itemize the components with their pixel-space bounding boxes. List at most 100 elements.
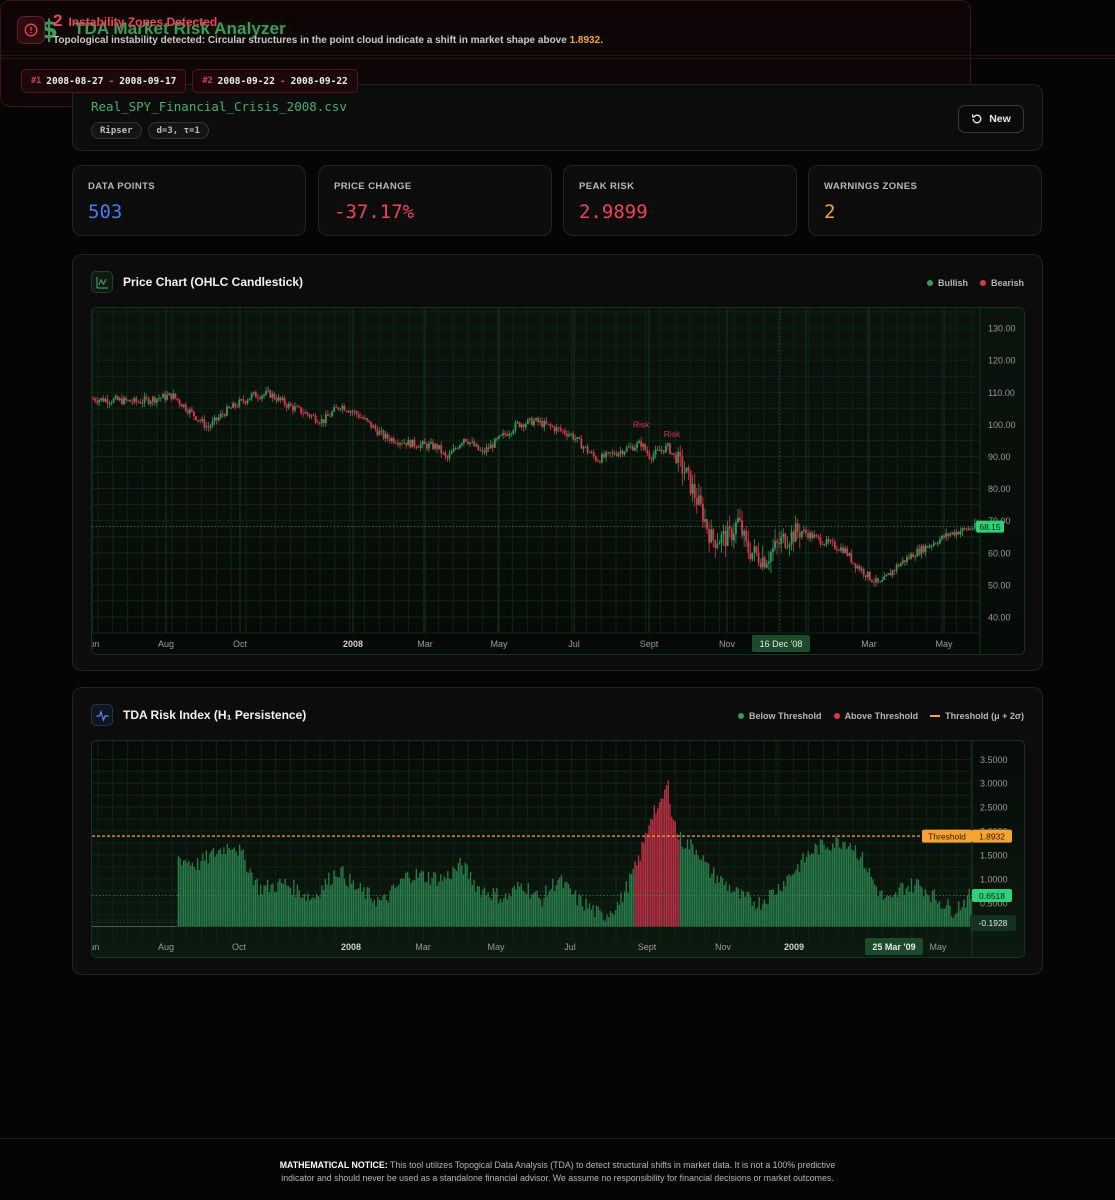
zone-chip[interactable]: #2 2008-09-22 - 2008-09-22 <box>192 69 358 93</box>
candle-body <box>838 550 840 551</box>
threshold-tag <box>922 829 972 843</box>
candle-body <box>557 427 560 429</box>
candle-body <box>613 452 616 455</box>
candle-body <box>887 573 890 575</box>
candle-body <box>893 570 896 572</box>
x-axis-tick-label: Sept <box>640 639 659 649</box>
risk-bar-above <box>639 860 641 927</box>
risk-bar-below <box>805 856 808 927</box>
risk-bar-below <box>188 860 190 927</box>
risk-bar-below <box>373 899 376 927</box>
candle-body <box>605 452 607 458</box>
candle-body <box>195 416 197 421</box>
y-axis-tick-label: 2.5000 <box>980 803 1008 813</box>
risk-bar-below <box>786 876 788 927</box>
risk-bar-above <box>678 839 680 927</box>
new-analysis-button[interactable]: New <box>958 105 1024 133</box>
zone-chip[interactable]: #1 2008-08-27 - 2008-09-17 <box>21 69 187 93</box>
price-plot[interactable]: 130.00120.00110.00100.0090.0080.0070.006… <box>91 307 1025 655</box>
risk-plot[interactable]: 3.50003.00002.50002.00001.50001.00000.50… <box>91 740 1025 958</box>
risk-bar-below <box>555 884 557 927</box>
candle-body <box>465 438 467 442</box>
candle-body <box>675 454 678 463</box>
risk-bar-below <box>522 890 524 927</box>
candle-body <box>390 438 393 442</box>
risk-bar-below <box>212 847 215 927</box>
risk-bar-below <box>681 846 683 927</box>
candle-body <box>145 396 148 399</box>
risk-bar-below <box>902 883 904 927</box>
candle-body <box>347 411 350 413</box>
candle-body <box>800 531 803 538</box>
risk-bar-below <box>538 897 540 927</box>
risk-bar-below <box>189 865 192 927</box>
risk-bar-below <box>622 902 624 927</box>
candle-body <box>182 404 185 407</box>
candle-body <box>778 542 781 545</box>
candlestick-chart[interactable]: 130.00120.00110.00100.0090.0080.0070.006… <box>92 308 1025 655</box>
candle-body <box>833 541 836 549</box>
candle-body <box>541 420 544 428</box>
risk-bar-below <box>938 901 941 927</box>
candle-body <box>170 393 173 400</box>
candle-body <box>108 402 111 404</box>
candle-body <box>448 453 451 459</box>
candle-body <box>221 413 224 415</box>
risk-bar-below <box>742 891 745 927</box>
risk-bar-below <box>564 881 566 927</box>
risk-bar-chart[interactable]: 3.50003.00002.50002.00001.50001.00000.50… <box>92 741 1025 958</box>
risk-bar-below <box>289 887 292 927</box>
candle-body <box>599 461 601 463</box>
candle-body <box>551 426 554 427</box>
risk-bar-below <box>632 868 634 927</box>
candle-body <box>228 406 230 408</box>
risk-bar-below <box>478 886 480 927</box>
candle-body <box>417 447 420 449</box>
candle-body <box>467 441 469 444</box>
candle-body <box>930 545 933 547</box>
candle-body <box>640 441 643 447</box>
risk-bar-below <box>730 892 732 927</box>
candle-body <box>267 390 270 392</box>
alert-title: Instability Zones Detected <box>68 15 218 29</box>
risk-bar-below <box>609 911 612 927</box>
candle-body <box>761 557 764 568</box>
risk-bar-below <box>616 901 619 927</box>
risk-bar-below <box>877 896 879 927</box>
candle-body <box>858 566 861 571</box>
risk-bar-below <box>611 913 613 927</box>
candle-body <box>100 397 103 400</box>
candle-body <box>862 568 865 576</box>
risk-bar-below <box>783 880 785 927</box>
risk-bar-below <box>209 853 211 927</box>
risk-bar-below <box>595 905 598 927</box>
stat-label: WARNINGS ZONES <box>824 181 918 192</box>
candle-body <box>712 529 715 541</box>
risk-bar-below <box>814 843 816 927</box>
risk-bar-below <box>697 855 699 927</box>
candle-body <box>650 458 653 460</box>
risk-bar-below <box>578 894 580 927</box>
risk-bar-below <box>399 878 402 927</box>
candle-body <box>767 561 770 564</box>
risk-bar-below <box>238 844 241 927</box>
risk-bar-below <box>867 872 869 927</box>
candle-body <box>796 523 799 533</box>
risk-bar-below <box>389 890 391 927</box>
candle-body <box>405 442 408 446</box>
candle-body <box>739 517 741 521</box>
risk-bar-above <box>650 818 652 927</box>
candle-body <box>242 399 245 402</box>
candle-body <box>296 406 298 408</box>
candle-body <box>489 444 492 449</box>
y-axis-tick-label: 80.00 <box>988 484 1011 494</box>
risk-bar-below <box>219 848 222 927</box>
candle-body <box>246 400 249 403</box>
x-axis-tick-label: Jun <box>92 639 99 649</box>
candle-body <box>906 557 908 563</box>
y-axis-tick-label: 3.5000 <box>980 755 1008 765</box>
candle-body <box>753 546 756 553</box>
candle-body <box>329 415 331 417</box>
candle-body <box>794 523 797 542</box>
risk-bar-below <box>251 872 253 927</box>
